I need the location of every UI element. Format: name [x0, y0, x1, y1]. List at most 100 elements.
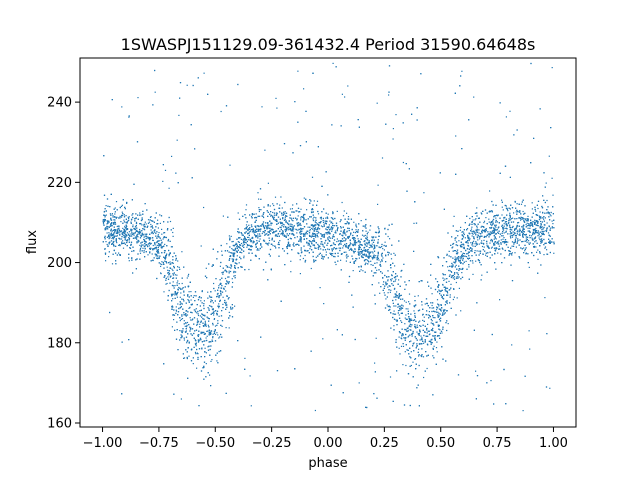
data-point: [227, 281, 229, 283]
data-point: [537, 258, 539, 260]
data-point: [452, 264, 454, 266]
data-point: [438, 315, 440, 317]
data-point: [166, 266, 168, 268]
data-point: [152, 104, 154, 106]
data-point: [505, 230, 507, 232]
data-point: [462, 259, 464, 261]
data-point: [222, 215, 224, 217]
data-point: [451, 236, 453, 238]
data-point: [300, 224, 302, 226]
data-point: [471, 216, 473, 218]
data-point: [524, 250, 526, 252]
data-point: [187, 377, 189, 379]
data-point: [292, 244, 294, 246]
data-point: [419, 320, 421, 322]
data-point: [382, 283, 384, 286]
data-point: [299, 232, 301, 234]
data-point: [441, 346, 443, 348]
data-point: [300, 217, 302, 219]
data-point: [113, 240, 115, 243]
data-point: [374, 246, 376, 248]
data-point: [228, 235, 230, 237]
data-point: [155, 232, 157, 235]
data-point: [300, 229, 302, 231]
data-point: [308, 242, 310, 244]
data-point: [434, 311, 436, 313]
data-point: [526, 238, 528, 240]
data-point: [177, 266, 179, 268]
data-point: [472, 262, 474, 264]
data-point: [263, 239, 265, 241]
data-point: [407, 330, 409, 333]
data-point: [453, 276, 456, 278]
data-point: [391, 223, 393, 225]
data-point: [368, 255, 370, 257]
data-point: [323, 303, 325, 305]
data-point: [463, 229, 465, 231]
data-point: [168, 255, 170, 257]
data-point: [424, 331, 426, 333]
data-point: [460, 278, 462, 280]
data-point: [278, 247, 280, 249]
data-point: [367, 260, 369, 262]
data-point: [196, 321, 199, 323]
data-point: [516, 203, 518, 205]
data-point: [514, 252, 516, 254]
data-point: [202, 318, 204, 320]
data-point: [162, 238, 164, 240]
data-point: [523, 252, 525, 254]
data-point: [522, 240, 524, 243]
data-point: [543, 244, 545, 246]
data-point: [478, 243, 480, 245]
data-point: [346, 257, 348, 259]
data-point: [322, 245, 324, 247]
data-point: [358, 244, 360, 247]
data-point: [404, 317, 406, 319]
data-point: [184, 325, 186, 327]
data-point: [157, 235, 159, 237]
data-point: [299, 231, 301, 233]
data-point: [414, 316, 416, 318]
data-point: [122, 227, 124, 229]
data-point: [400, 309, 402, 311]
data-point: [318, 228, 321, 230]
data-point: [167, 272, 169, 274]
data-point: [531, 202, 533, 204]
data-point: [271, 215, 274, 217]
data-point: [337, 240, 340, 242]
data-point: [292, 152, 294, 154]
data-point: [150, 232, 153, 234]
data-point: [207, 346, 209, 348]
data-point: [181, 315, 183, 317]
data-point: [259, 235, 261, 237]
data-point: [116, 235, 118, 237]
data-point: [342, 231, 344, 233]
data-point: [214, 325, 217, 327]
data-point: [389, 306, 391, 308]
data-point: [401, 304, 403, 306]
data-point: [475, 229, 477, 231]
data-point: [541, 230, 543, 233]
data-point: [291, 219, 293, 221]
data-point: [283, 211, 285, 213]
data-point: [455, 237, 457, 239]
data-point: [527, 230, 529, 232]
data-point: [345, 223, 348, 225]
data-point: [344, 96, 346, 98]
data-point: [334, 261, 336, 263]
data-point: [296, 223, 298, 225]
data-point: [240, 238, 242, 240]
data-point: [218, 337, 220, 339]
data-point: [225, 290, 227, 292]
data-point: [416, 345, 418, 347]
data-point: [405, 284, 407, 286]
data-point: [421, 337, 423, 339]
data-point: [221, 250, 223, 252]
data-point: [525, 240, 528, 242]
data-point: [437, 286, 439, 288]
data-point: [363, 254, 365, 256]
data-point: [334, 232, 336, 234]
data-point: [471, 226, 473, 228]
data-point: [126, 229, 128, 231]
